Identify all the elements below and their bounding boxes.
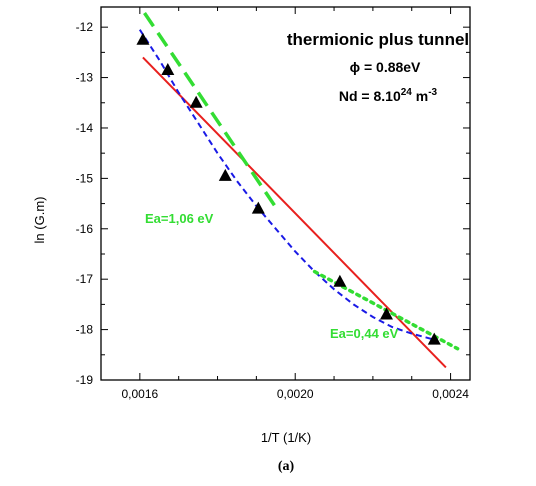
y-tick-label: -18	[76, 323, 94, 337]
data-point-triangle	[379, 307, 393, 320]
x-axis-title: 1/T (1/K)	[261, 430, 311, 445]
y-tick-label: -12	[76, 20, 94, 34]
nd-unit: m	[412, 88, 428, 104]
x-tick-label: 0,0016	[121, 387, 158, 401]
y-tick-label: -16	[76, 222, 94, 236]
series-layer	[136, 12, 460, 369]
data-point-triangle	[161, 63, 175, 76]
data-point-triangle	[136, 32, 150, 45]
nd-prefix: Nd = 8.10	[339, 88, 401, 104]
nd-unit-exponent: -3	[428, 87, 437, 98]
annotation-phi: ϕ = 0.88eV	[350, 59, 421, 75]
data-point-triangle	[427, 332, 441, 345]
data-point-triangle	[189, 95, 203, 108]
y-tick-label: -19	[76, 373, 94, 387]
nd-exponent: 24	[401, 87, 413, 98]
annotation-ea-high: Ea=1,06 eV	[145, 211, 214, 226]
axis-ticks: -12 -13 -14 -15 -16 -17 -18 -19 0,0016 0,0020 0,00…	[76, 7, 470, 401]
y-tick-label: -13	[76, 71, 94, 85]
plot-area	[100, 6, 471, 381]
series-line-dashed	[138, 29, 435, 341]
series-line-long-dash	[143, 12, 277, 208]
data-point-triangle	[333, 274, 347, 287]
annotation-ea-low: Ea=0,44 eV	[330, 326, 399, 341]
y-tick-label: -17	[76, 272, 94, 286]
x-tick-label: 0,0024	[432, 387, 469, 401]
figure-caption: (a)	[278, 459, 295, 474]
y-tick-label: -15	[76, 171, 94, 185]
data-point-triangle	[218, 168, 232, 181]
annotation-nd: Nd = 8.1024 m-3	[339, 87, 438, 104]
y-tick-label: -14	[76, 121, 94, 135]
plot-frame	[100, 6, 471, 381]
x-tick-label: 0,0020	[277, 387, 314, 401]
y-axis-title: ln (G.m)	[32, 197, 47, 244]
data-point-triangle	[251, 201, 265, 214]
annotation-title: thermionic plus tunnel	[287, 30, 469, 49]
